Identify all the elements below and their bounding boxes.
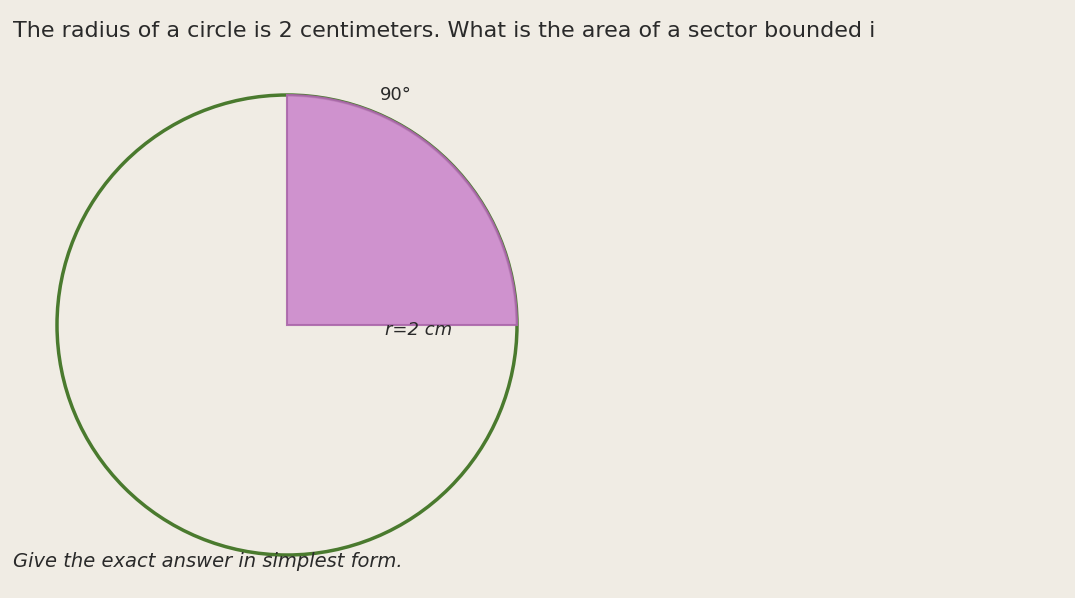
Text: r=2 cm: r=2 cm — [385, 321, 453, 339]
Text: Give the exact answer in simplest form.: Give the exact answer in simplest form. — [13, 552, 402, 571]
Text: 90°: 90° — [379, 86, 412, 104]
Wedge shape — [287, 95, 517, 325]
Text: The radius of a circle is 2 centimeters. What is the area of a sector bounded i: The radius of a circle is 2 centimeters.… — [13, 21, 875, 41]
